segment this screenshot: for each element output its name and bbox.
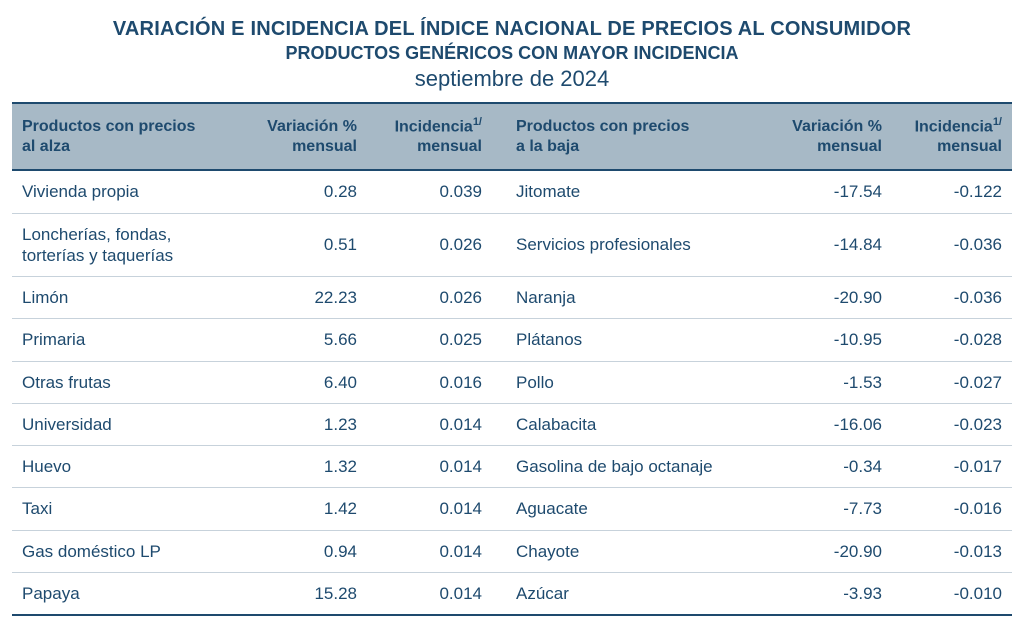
cell-dn-inc: -0.023 [892, 403, 1012, 445]
cell-dn-inc: -0.017 [892, 446, 1012, 488]
table-header: Productos con precios al alza Variación … [12, 103, 1012, 170]
title-line-2: PRODUCTOS GENÉRICOS CON MAYOR INCIDENCIA [10, 43, 1014, 64]
cell-up-inc: 0.014 [367, 488, 492, 530]
header-dn-var-l2: mensual [817, 138, 882, 155]
cell-up-inc: 0.025 [367, 319, 492, 361]
cell-dn-name: Azúcar [492, 572, 762, 615]
header-up-inc-sup: 1/ [473, 116, 482, 128]
title-block: VARIACIÓN E INCIDENCIA DEL ÍNDICE NACION… [10, 18, 1014, 92]
cell-dn-var: -14.84 [762, 213, 892, 277]
table-body: Vivienda propia0.280.039Jitomate-17.54-0… [12, 170, 1012, 615]
cell-up-name: Limón [12, 277, 242, 319]
cell-up-name: Papaya [12, 572, 242, 615]
cell-dn-name: Aguacate [492, 488, 762, 530]
cell-dn-inc: -0.016 [892, 488, 1012, 530]
cell-dn-name: Pollo [492, 361, 762, 403]
table-row: Loncherías, fondas, torterías y taquería… [12, 213, 1012, 277]
header-dn-inc: Incidencia1/ mensual [892, 103, 1012, 170]
header-dn-inc-sup: 1/ [993, 116, 1002, 128]
cell-dn-name: Chayote [492, 530, 762, 572]
cell-up-name: Huevo [12, 446, 242, 488]
header-dn-name: Productos con precios a la baja [492, 103, 762, 170]
cell-up-inc: 0.016 [367, 361, 492, 403]
cell-up-var: 1.42 [242, 488, 367, 530]
cell-up-var: 15.28 [242, 572, 367, 615]
cell-up-name: Gas doméstico LP [12, 530, 242, 572]
cell-dn-name: Gasolina de bajo octanaje [492, 446, 762, 488]
cell-up-var: 6.40 [242, 361, 367, 403]
cell-up-var: 0.28 [242, 170, 367, 213]
cell-up-inc: 0.039 [367, 170, 492, 213]
header-up-var: Variación % mensual [242, 103, 367, 170]
header-dn-inc-l1-prefix: Incidencia [915, 118, 993, 135]
header-up-name-l1: Productos con precios [22, 118, 195, 135]
cell-up-name: Loncherías, fondas, torterías y taquería… [12, 213, 242, 277]
cell-dn-inc: -0.010 [892, 572, 1012, 615]
header-up-var-l2: mensual [292, 138, 357, 155]
cell-dn-inc: -0.028 [892, 319, 1012, 361]
cell-dn-name: Calabacita [492, 403, 762, 445]
cell-up-name: Taxi [12, 488, 242, 530]
header-up-name: Productos con precios al alza [12, 103, 242, 170]
cell-up-inc: 0.014 [367, 446, 492, 488]
inpc-table: Productos con precios al alza Variación … [12, 102, 1012, 616]
cell-up-inc: 0.014 [367, 530, 492, 572]
table-row: Vivienda propia0.280.039Jitomate-17.54-0… [12, 170, 1012, 213]
cell-dn-inc: -0.122 [892, 170, 1012, 213]
header-up-inc: Incidencia1/ mensual [367, 103, 492, 170]
title-line-3: septiembre de 2024 [10, 66, 1014, 92]
cell-up-var: 0.94 [242, 530, 367, 572]
cell-dn-var: -0.34 [762, 446, 892, 488]
cell-dn-inc: -0.013 [892, 530, 1012, 572]
cell-up-name: Primaria [12, 319, 242, 361]
cell-up-var: 1.32 [242, 446, 367, 488]
table-row: Gas doméstico LP0.940.014Chayote-20.90-0… [12, 530, 1012, 572]
cell-dn-var: -16.06 [762, 403, 892, 445]
table-row: Taxi1.420.014Aguacate-7.73-0.016 [12, 488, 1012, 530]
cell-up-var: 0.51 [242, 213, 367, 277]
table-row: Otras frutas6.400.016Pollo-1.53-0.027 [12, 361, 1012, 403]
header-up-name-l2: al alza [22, 138, 70, 155]
cell-dn-name: Plátanos [492, 319, 762, 361]
cell-dn-var: -10.95 [762, 319, 892, 361]
cell-up-inc: 0.026 [367, 277, 492, 319]
cell-up-var: 22.23 [242, 277, 367, 319]
cell-dn-var: -7.73 [762, 488, 892, 530]
cell-up-var: 1.23 [242, 403, 367, 445]
cell-up-name: Vivienda propia [12, 170, 242, 213]
header-dn-name-l1: Productos con precios [516, 118, 689, 135]
header-dn-var: Variación % mensual [762, 103, 892, 170]
header-dn-inc-l2: mensual [937, 138, 1002, 155]
table-header-row: Productos con precios al alza Variación … [12, 103, 1012, 170]
cell-dn-inc: -0.036 [892, 277, 1012, 319]
table-row: Primaria5.660.025Plátanos-10.95-0.028 [12, 319, 1012, 361]
table-row: Papaya15.280.014Azúcar-3.93-0.010 [12, 572, 1012, 615]
cell-up-name: Otras frutas [12, 361, 242, 403]
table-row: Universidad1.230.014Calabacita-16.06-0.0… [12, 403, 1012, 445]
cell-dn-var: -3.93 [762, 572, 892, 615]
cell-dn-inc: -0.036 [892, 213, 1012, 277]
table-row: Huevo1.320.014Gasolina de bajo octanaje-… [12, 446, 1012, 488]
cell-dn-name: Servicios profesionales [492, 213, 762, 277]
header-dn-var-l1: Variación % [792, 118, 882, 135]
table-row: Limón22.230.026Naranja-20.90-0.036 [12, 277, 1012, 319]
cell-dn-var: -17.54 [762, 170, 892, 213]
header-up-inc-l1-prefix: Incidencia [395, 118, 473, 135]
cell-up-name: Universidad [12, 403, 242, 445]
cell-dn-var: -20.90 [762, 277, 892, 319]
header-dn-name-l2: a la baja [516, 138, 579, 155]
cell-up-var: 5.66 [242, 319, 367, 361]
cell-dn-name: Naranja [492, 277, 762, 319]
header-up-var-l1: Variación % [267, 118, 357, 135]
cell-dn-var: -1.53 [762, 361, 892, 403]
cell-up-inc: 0.026 [367, 213, 492, 277]
cell-dn-var: -20.90 [762, 530, 892, 572]
header-up-inc-l2: mensual [417, 138, 482, 155]
cell-dn-inc: -0.027 [892, 361, 1012, 403]
cell-up-inc: 0.014 [367, 572, 492, 615]
title-line-1: VARIACIÓN E INCIDENCIA DEL ÍNDICE NACION… [10, 18, 1014, 41]
cell-up-inc: 0.014 [367, 403, 492, 445]
cell-dn-name: Jitomate [492, 170, 762, 213]
